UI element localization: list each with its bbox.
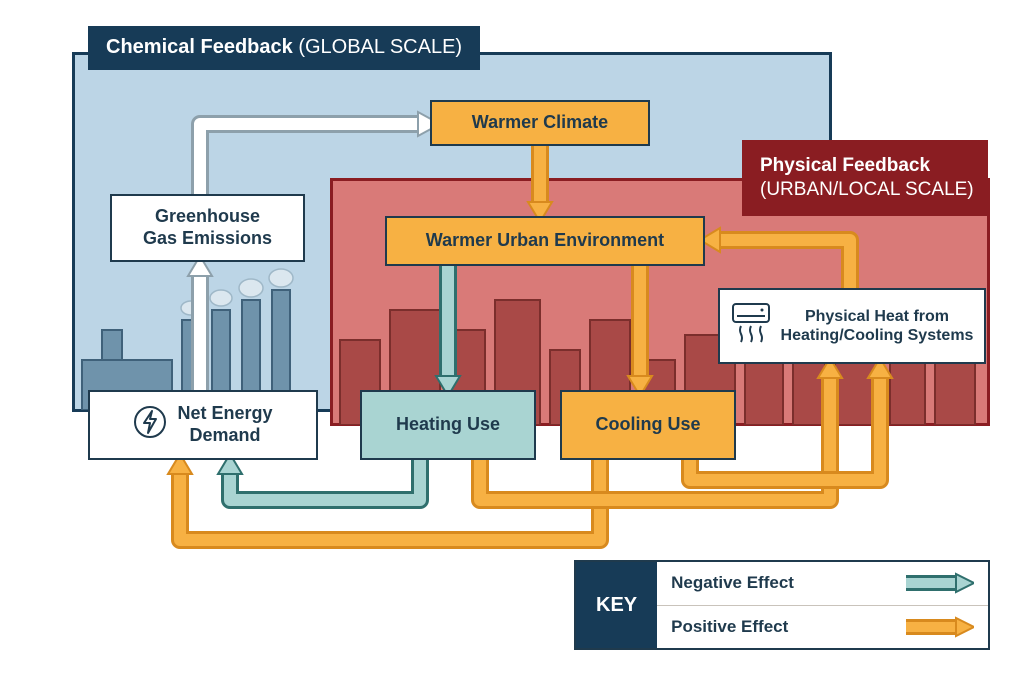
legend-row-negative: Negative Effect (657, 562, 988, 605)
legend-negative-text: Negative Effect (671, 573, 794, 593)
node-greenhouse-gas: GreenhouseGas Emissions (110, 194, 305, 262)
panel-title-physical: Physical Feedback (URBAN/LOCAL SCALE) (742, 140, 988, 216)
diagram-stage: Chemical Feedback (GLOBAL SCALE) Physica… (0, 0, 1024, 682)
legend-positive-arrow-icon (904, 616, 974, 638)
node-heating-label: Heating Use (396, 414, 500, 436)
ac-unit-icon (731, 302, 771, 349)
node-warmer-urban-label: Warmer Urban Environment (426, 230, 664, 252)
title-chemical-sub: (GLOBAL SCALE) (298, 36, 462, 58)
node-cooling-label: Cooling Use (595, 414, 700, 436)
node-warmer-urban: Warmer Urban Environment (385, 216, 705, 266)
arrow-cooling-to-energy (168, 454, 600, 540)
node-ghg-label: GreenhouseGas Emissions (143, 206, 272, 249)
node-physical-heat: Physical Heat fromHeating/Cooling System… (718, 288, 986, 364)
node-heating-use: Heating Use (360, 390, 536, 460)
bolt-icon (133, 405, 167, 445)
title-physical-main: Physical Feedback (760, 154, 970, 178)
title-chemical-main: Chemical Feedback (106, 36, 293, 58)
legend-negative-arrow-icon (904, 572, 974, 594)
node-warmer-climate-label: Warmer Climate (472, 112, 608, 134)
node-warmer-climate: Warmer Climate (430, 100, 650, 146)
node-cooling-use: Cooling Use (560, 390, 736, 460)
legend-positive-text: Positive Effect (671, 617, 788, 637)
legend-key-label: KEY (576, 562, 657, 648)
node-physical-heat-label: Physical Heat fromHeating/Cooling System… (781, 307, 974, 345)
title-physical-sub: (URBAN/LOCAL SCALE) (760, 178, 970, 202)
skyline-industrial-icon (72, 260, 342, 410)
legend-key-label-text: KEY (596, 594, 637, 617)
legend-row-positive: Positive Effect (657, 605, 988, 649)
node-net-energy: Net EnergyDemand (88, 390, 318, 460)
node-net-energy-label: Net EnergyDemand (177, 403, 272, 446)
legend-key: KEY Negative Effect Positive Effect (574, 560, 990, 650)
arrow-heating-to-energy (218, 454, 420, 500)
panel-title-chemical: Chemical Feedback (GLOBAL SCALE) (88, 26, 480, 70)
